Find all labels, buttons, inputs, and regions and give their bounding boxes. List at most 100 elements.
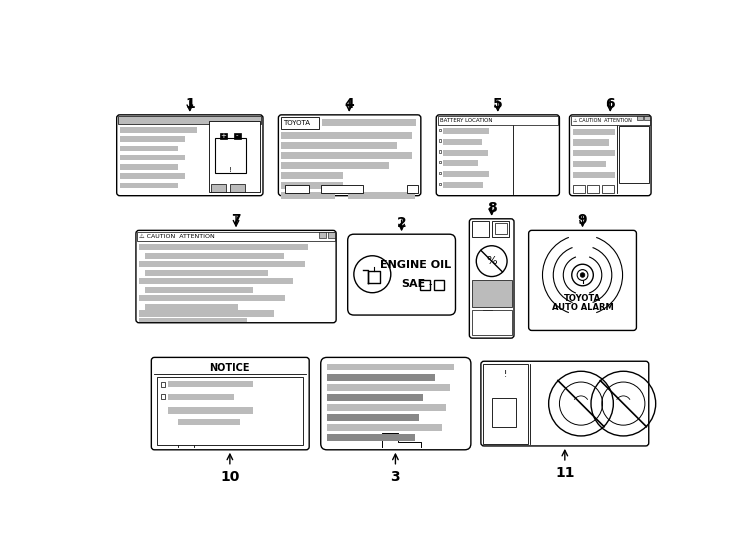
Bar	[587, 185, 600, 193]
Bar	[573, 172, 615, 178]
Bar	[327, 383, 450, 390]
Bar	[573, 150, 615, 157]
FancyBboxPatch shape	[117, 115, 263, 195]
Bar	[230, 184, 245, 192]
Bar	[120, 173, 185, 179]
Bar	[437, 117, 558, 125]
Bar	[118, 117, 261, 124]
Bar	[637, 117, 642, 120]
Bar	[120, 137, 185, 142]
Bar	[573, 139, 609, 146]
Bar	[438, 139, 441, 142]
Bar	[493, 221, 509, 237]
Bar	[319, 232, 326, 238]
Bar	[161, 382, 165, 387]
Text: !: !	[229, 167, 232, 173]
Text: +: +	[220, 133, 226, 139]
Bar	[328, 232, 335, 238]
Bar	[280, 117, 319, 130]
Circle shape	[580, 273, 585, 278]
Text: 10: 10	[220, 470, 239, 484]
Bar	[327, 374, 435, 381]
Bar	[573, 129, 615, 135]
Bar	[443, 160, 478, 166]
Text: %: %	[487, 256, 497, 266]
Bar	[644, 117, 650, 120]
Bar	[327, 394, 423, 401]
Bar	[211, 184, 226, 192]
Text: 3: 3	[390, 470, 400, 484]
Bar	[120, 164, 178, 170]
Bar	[573, 185, 585, 193]
Bar	[407, 185, 418, 193]
Bar	[120, 183, 178, 188]
Bar	[438, 129, 441, 131]
Text: !: !	[504, 370, 507, 379]
Bar	[120, 155, 185, 160]
Bar	[120, 146, 178, 151]
Bar	[281, 162, 389, 168]
Bar	[120, 127, 197, 132]
Bar	[168, 394, 233, 400]
FancyBboxPatch shape	[469, 219, 514, 338]
Bar	[137, 232, 335, 241]
Bar	[571, 117, 650, 125]
Text: 2: 2	[396, 217, 407, 231]
Bar	[139, 278, 293, 284]
Bar	[215, 138, 246, 173]
Bar	[327, 423, 443, 430]
Bar	[443, 182, 483, 188]
FancyBboxPatch shape	[481, 361, 649, 446]
Bar	[233, 132, 241, 139]
Bar	[145, 287, 253, 293]
Text: 6: 6	[606, 97, 615, 111]
Text: 5: 5	[493, 97, 503, 111]
Bar	[434, 280, 444, 289]
Bar	[516, 126, 556, 193]
FancyBboxPatch shape	[136, 231, 336, 323]
Bar	[327, 414, 419, 421]
Text: BATTERY LOCATION: BATTERY LOCATION	[440, 118, 493, 123]
Bar	[139, 318, 247, 322]
FancyBboxPatch shape	[348, 234, 456, 315]
Bar	[443, 171, 490, 177]
Text: 9: 9	[578, 213, 587, 227]
Bar	[139, 244, 308, 251]
Bar	[321, 185, 363, 193]
Bar	[438, 172, 441, 174]
FancyBboxPatch shape	[321, 357, 471, 450]
Bar	[285, 185, 309, 193]
Bar	[443, 139, 482, 145]
Circle shape	[577, 269, 588, 280]
Text: 1: 1	[185, 97, 195, 111]
Bar	[145, 253, 284, 259]
Bar	[139, 310, 274, 316]
Bar	[281, 192, 335, 199]
Bar	[178, 419, 240, 425]
Bar	[495, 224, 507, 234]
Bar	[573, 161, 606, 167]
Text: AUTO ALARM: AUTO ALARM	[552, 303, 614, 312]
Text: 4: 4	[344, 97, 354, 111]
Text: ENGINE OIL: ENGINE OIL	[380, 260, 451, 270]
Text: TOYOTA: TOYOTA	[564, 294, 601, 302]
Text: TOYOTA: TOYOTA	[283, 120, 310, 126]
Bar	[420, 280, 430, 289]
Bar	[139, 261, 305, 267]
Bar	[483, 363, 528, 444]
Bar	[158, 377, 303, 445]
Bar	[348, 192, 415, 199]
Bar	[209, 121, 260, 192]
Bar	[327, 434, 415, 441]
Text: SAE: SAE	[401, 279, 426, 289]
Bar	[438, 183, 441, 185]
Bar	[493, 398, 515, 428]
Bar	[321, 119, 416, 126]
Text: 8: 8	[487, 201, 496, 215]
Text: -: -	[236, 133, 238, 139]
Bar	[220, 132, 227, 139]
Bar	[168, 408, 253, 414]
Bar	[438, 161, 441, 164]
Bar	[619, 126, 649, 184]
FancyBboxPatch shape	[278, 115, 421, 195]
